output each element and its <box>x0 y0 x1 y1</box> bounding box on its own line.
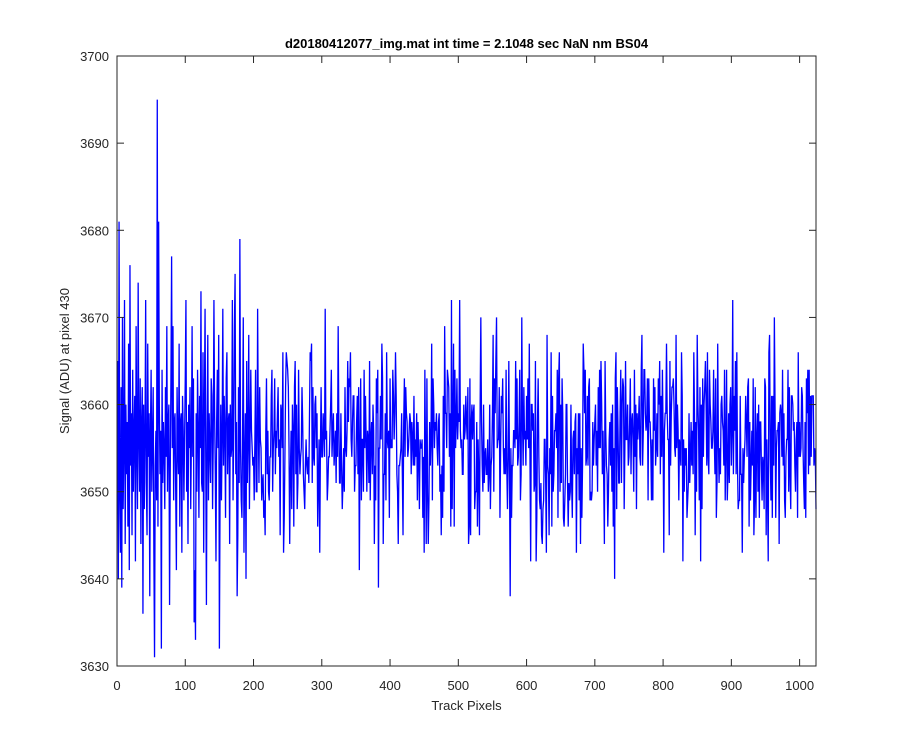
chart-title: d20180412077_img.mat int time = 2.1048 s… <box>285 36 649 51</box>
y-axis-label: Signal (ADU) at pixel 430 <box>57 288 72 434</box>
y-tick-label: 3660 <box>80 398 109 413</box>
y-tick-label: 3700 <box>80 49 109 64</box>
x-tick-label: 100 <box>174 678 196 693</box>
x-tick-label: 500 <box>447 678 469 693</box>
x-tick-label: 1000 <box>785 678 814 693</box>
y-tick-label: 3630 <box>80 659 109 674</box>
y-tick-label: 3650 <box>80 485 109 500</box>
tick-layer: 0 100 200 300 400 500 600 700 800 900 1000 3630 3640… <box>80 49 816 693</box>
x-tick-label: 0 <box>113 678 120 693</box>
x-axis-label: Track Pixels <box>431 698 502 713</box>
series-line-0 <box>117 99 817 658</box>
x-tick-label: 200 <box>243 678 265 693</box>
series-layer <box>117 99 817 658</box>
y-tick-label: 3680 <box>80 223 109 238</box>
x-tick-label: 300 <box>311 678 333 693</box>
x-tick-label: 800 <box>652 678 674 693</box>
x-tick-label: 700 <box>584 678 606 693</box>
x-tick-label: 900 <box>721 678 743 693</box>
axes-box <box>116 55 817 667</box>
plot-area <box>117 56 816 666</box>
x-tick-label: 600 <box>516 678 538 693</box>
y-tick-label: 3670 <box>80 310 109 325</box>
y-tick-label: 3640 <box>80 572 109 587</box>
y-tick-label: 3690 <box>80 136 109 151</box>
x-tick-label: 400 <box>379 678 401 693</box>
